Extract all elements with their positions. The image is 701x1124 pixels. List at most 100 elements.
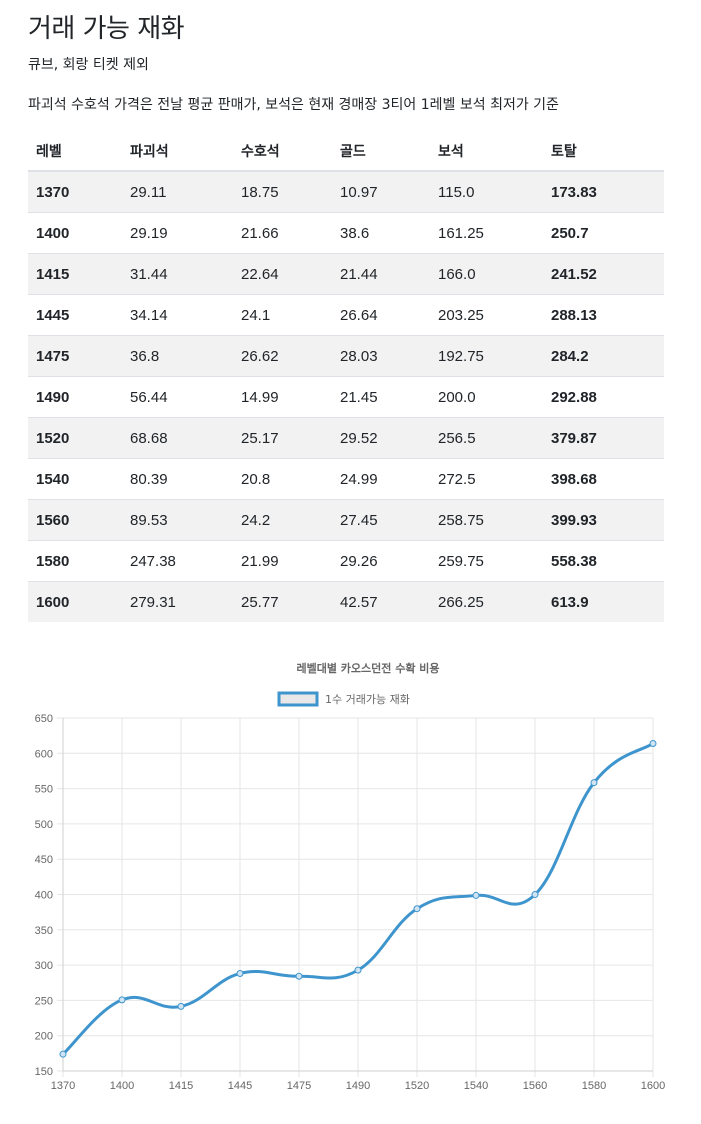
cell-level: 1400 xyxy=(28,212,122,254)
cell-gem: 203.25 xyxy=(430,294,543,336)
table-row: 1370 29.11 18.75 10.97 115.0 173.83 xyxy=(28,170,664,213)
cell-level: 1475 xyxy=(28,335,122,377)
y-tick-label: 150 xyxy=(35,1066,53,1078)
cell-level: 1415 xyxy=(28,253,122,295)
page-subtitle: 큐브, 회랑 티켓 제외 xyxy=(28,57,149,73)
cell-gold: 26.64 xyxy=(332,294,430,336)
x-tick-label: 1600 xyxy=(641,1080,665,1092)
cell-guardian-stone: 21.66 xyxy=(233,212,332,254)
table-row: 1600 279.31 25.77 42.57 266.25 613.9 xyxy=(28,581,664,622)
table-header-row: 레벨 파괴석 수호석 골드 보석 토탈 xyxy=(28,132,664,172)
table-row: 1400 29.19 21.66 38.6 161.25 250.7 xyxy=(28,212,664,254)
y-tick-label: 600 xyxy=(35,748,53,760)
cell-gold: 28.03 xyxy=(332,335,430,377)
cell-total: 250.7 xyxy=(543,212,664,254)
x-tick-label: 1520 xyxy=(405,1080,429,1092)
cell-level: 1600 xyxy=(28,581,122,622)
cell-guardian-stone: 24.2 xyxy=(233,499,332,541)
cell-gem: 200.0 xyxy=(430,376,543,418)
x-tick-label: 1560 xyxy=(523,1080,547,1092)
cell-gem: 272.5 xyxy=(430,458,543,500)
data-point[interactable] xyxy=(118,996,126,1004)
column-header-guardian-stone: 수호석 xyxy=(233,132,332,172)
price-table: 레벨 파괴석 수호석 골드 보석 토탈 1370 29.11 18.75 10.97 1… xyxy=(28,132,664,622)
x-tick-label: 1540 xyxy=(464,1080,488,1092)
column-header-level: 레벨 xyxy=(28,132,122,172)
data-point[interactable] xyxy=(649,739,657,747)
y-tick-label: 300 xyxy=(35,960,53,972)
table-row: 1475 36.8 26.62 28.03 192.75 284.2 xyxy=(28,335,664,377)
cell-gem: 258.75 xyxy=(430,499,543,541)
cell-guardian-stone: 24.1 xyxy=(233,294,332,336)
column-header-destruction-stone: 파괴석 xyxy=(122,132,233,172)
x-tick-label: 1445 xyxy=(228,1080,252,1092)
cell-total: 284.2 xyxy=(543,335,664,377)
column-header-gold: 골드 xyxy=(332,132,430,172)
cell-level: 1490 xyxy=(28,376,122,418)
y-tick-label: 200 xyxy=(35,1031,53,1043)
y-tick-label: 550 xyxy=(35,784,53,796)
cell-gem: 266.25 xyxy=(430,581,543,622)
x-tick-label: 1490 xyxy=(346,1080,370,1092)
y-tick-label: 250 xyxy=(35,995,53,1007)
page-note: 파괴석 수호석 가격은 전날 평균 판매가, 보석은 현재 경매장 3티어 1레… xyxy=(28,97,559,113)
cell-destruction-stone: 247.38 xyxy=(122,540,233,582)
data-point[interactable] xyxy=(177,1002,185,1010)
table-row: 1415 31.44 22.64 21.44 166.0 241.52 xyxy=(28,253,664,295)
cell-guardian-stone: 14.99 xyxy=(233,376,332,418)
cell-gold: 27.45 xyxy=(332,499,430,541)
y-tick-label: 400 xyxy=(35,890,53,902)
legend-label[interactable]: 1수 거래가능 재화 xyxy=(325,693,410,706)
cell-gem: 166.0 xyxy=(430,253,543,295)
column-header-gem: 보석 xyxy=(430,132,543,172)
harvest-cost-chart: 레벨대별 카오스던전 수확 비용 1수 거래가능 재화 150 200 250 300 35… xyxy=(35,661,666,1092)
cell-total: 613.9 xyxy=(543,581,664,622)
data-point[interactable] xyxy=(59,1050,67,1058)
cell-gem: 115.0 xyxy=(430,170,543,213)
cell-destruction-stone: 279.31 xyxy=(122,581,233,622)
x-tick-label: 1370 xyxy=(51,1080,75,1092)
cell-gold: 29.26 xyxy=(332,540,430,582)
y-tick-label: 350 xyxy=(35,925,53,937)
cell-destruction-stone: 56.44 xyxy=(122,376,233,418)
page-title: 거래 가능 재화 xyxy=(28,14,185,44)
cell-total: 399.93 xyxy=(543,499,664,541)
data-point[interactable] xyxy=(590,779,598,787)
cell-destruction-stone: 34.14 xyxy=(122,294,233,336)
data-point[interactable] xyxy=(531,891,539,899)
cell-guardian-stone: 22.64 xyxy=(233,253,332,295)
cell-level: 1445 xyxy=(28,294,122,336)
cell-destruction-stone: 89.53 xyxy=(122,499,233,541)
y-tick-label: 450 xyxy=(35,854,53,866)
y-tick-label: 650 xyxy=(35,713,53,725)
data-point[interactable] xyxy=(295,972,303,980)
cell-level: 1560 xyxy=(28,499,122,541)
cell-gold: 21.45 xyxy=(332,376,430,418)
table-row: 1540 80.39 20.8 24.99 272.5 398.68 xyxy=(28,458,664,500)
y-tick-label: 500 xyxy=(35,819,53,831)
table-row: 1490 56.44 14.99 21.45 200.0 292.88 xyxy=(28,376,664,418)
table-row: 1560 89.53 24.2 27.45 258.75 399.93 xyxy=(28,499,664,541)
cell-level: 1580 xyxy=(28,540,122,582)
data-point[interactable] xyxy=(413,905,421,913)
data-point[interactable] xyxy=(472,891,480,899)
cell-total: 379.87 xyxy=(543,417,664,459)
cell-destruction-stone: 80.39 xyxy=(122,458,233,500)
cell-total: 558.38 xyxy=(543,540,664,582)
cell-destruction-stone: 29.19 xyxy=(122,212,233,254)
cell-guardian-stone: 25.77 xyxy=(233,581,332,622)
cell-destruction-stone: 36.8 xyxy=(122,335,233,377)
cell-gem: 256.5 xyxy=(430,417,543,459)
cell-destruction-stone: 68.68 xyxy=(122,417,233,459)
legend-swatch xyxy=(277,691,319,707)
cell-destruction-stone: 31.44 xyxy=(122,253,233,295)
cell-destruction-stone: 29.11 xyxy=(122,170,233,213)
cell-gem: 259.75 xyxy=(430,540,543,582)
data-point[interactable] xyxy=(354,966,362,974)
cell-gold: 38.6 xyxy=(332,212,430,254)
data-point[interactable] xyxy=(236,969,244,977)
cell-gold: 24.99 xyxy=(332,458,430,500)
cell-guardian-stone: 18.75 xyxy=(233,170,332,213)
cell-gold: 21.44 xyxy=(332,253,430,295)
cell-total: 288.13 xyxy=(543,294,664,336)
